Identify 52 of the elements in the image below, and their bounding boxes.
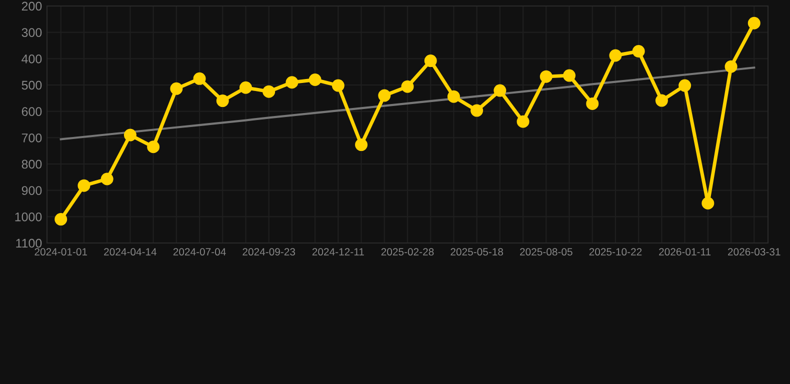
x-tick-label: 2026-03-31 xyxy=(728,248,780,256)
x-tick-label: 2025-02-28 xyxy=(381,248,434,256)
point xyxy=(494,84,506,97)
y-tick-label: 600 xyxy=(22,107,42,116)
y-tick-label: 1100 xyxy=(16,238,42,248)
x-tick-label: 2026-01-11 xyxy=(659,248,711,256)
point xyxy=(516,115,530,128)
x-tick-label: 2024-01-01 xyxy=(34,248,87,256)
point xyxy=(147,140,160,154)
y-tick-label: 1000 xyxy=(15,212,42,222)
point xyxy=(447,90,460,103)
x-tick-label: 2025-08-05 xyxy=(520,248,572,256)
point xyxy=(424,54,437,68)
point xyxy=(632,45,645,58)
x-tick-label: 2024-04-14 xyxy=(104,248,157,256)
point xyxy=(586,97,599,110)
point xyxy=(702,196,714,210)
point xyxy=(308,73,322,86)
point xyxy=(239,81,252,94)
point xyxy=(609,49,622,62)
y-tick-label: 700 xyxy=(22,133,42,142)
point xyxy=(100,172,114,186)
point xyxy=(563,69,576,82)
y-tick-label: 800 xyxy=(22,160,42,169)
x-tick-label: 2024-12-11 xyxy=(312,248,364,256)
y-tick-label: 400 xyxy=(22,54,42,64)
y-tick-label: 200 xyxy=(22,2,42,11)
y-tick-label: 900 xyxy=(22,186,42,195)
point xyxy=(170,82,183,95)
point xyxy=(470,104,484,117)
point xyxy=(332,79,344,92)
y-tick-label: 500 xyxy=(22,80,42,90)
point xyxy=(286,76,298,89)
point xyxy=(378,89,391,102)
point xyxy=(262,85,276,98)
point xyxy=(355,138,368,152)
point xyxy=(724,60,738,73)
y-tick-label: 300 xyxy=(22,28,42,37)
point xyxy=(655,94,668,107)
point xyxy=(678,79,692,92)
point xyxy=(216,94,229,108)
point xyxy=(54,213,68,226)
point xyxy=(540,70,552,83)
x-tick-label: 2024-07-04 xyxy=(173,248,226,256)
point xyxy=(78,179,90,192)
x-tick-label: 2025-05-18 xyxy=(450,248,504,256)
point xyxy=(124,128,136,142)
point xyxy=(401,80,414,93)
point xyxy=(193,72,206,85)
x-tick-label: 2025-10-22 xyxy=(589,248,642,256)
point xyxy=(748,16,760,30)
x-tick-label: 2024-09-23 xyxy=(242,248,296,256)
